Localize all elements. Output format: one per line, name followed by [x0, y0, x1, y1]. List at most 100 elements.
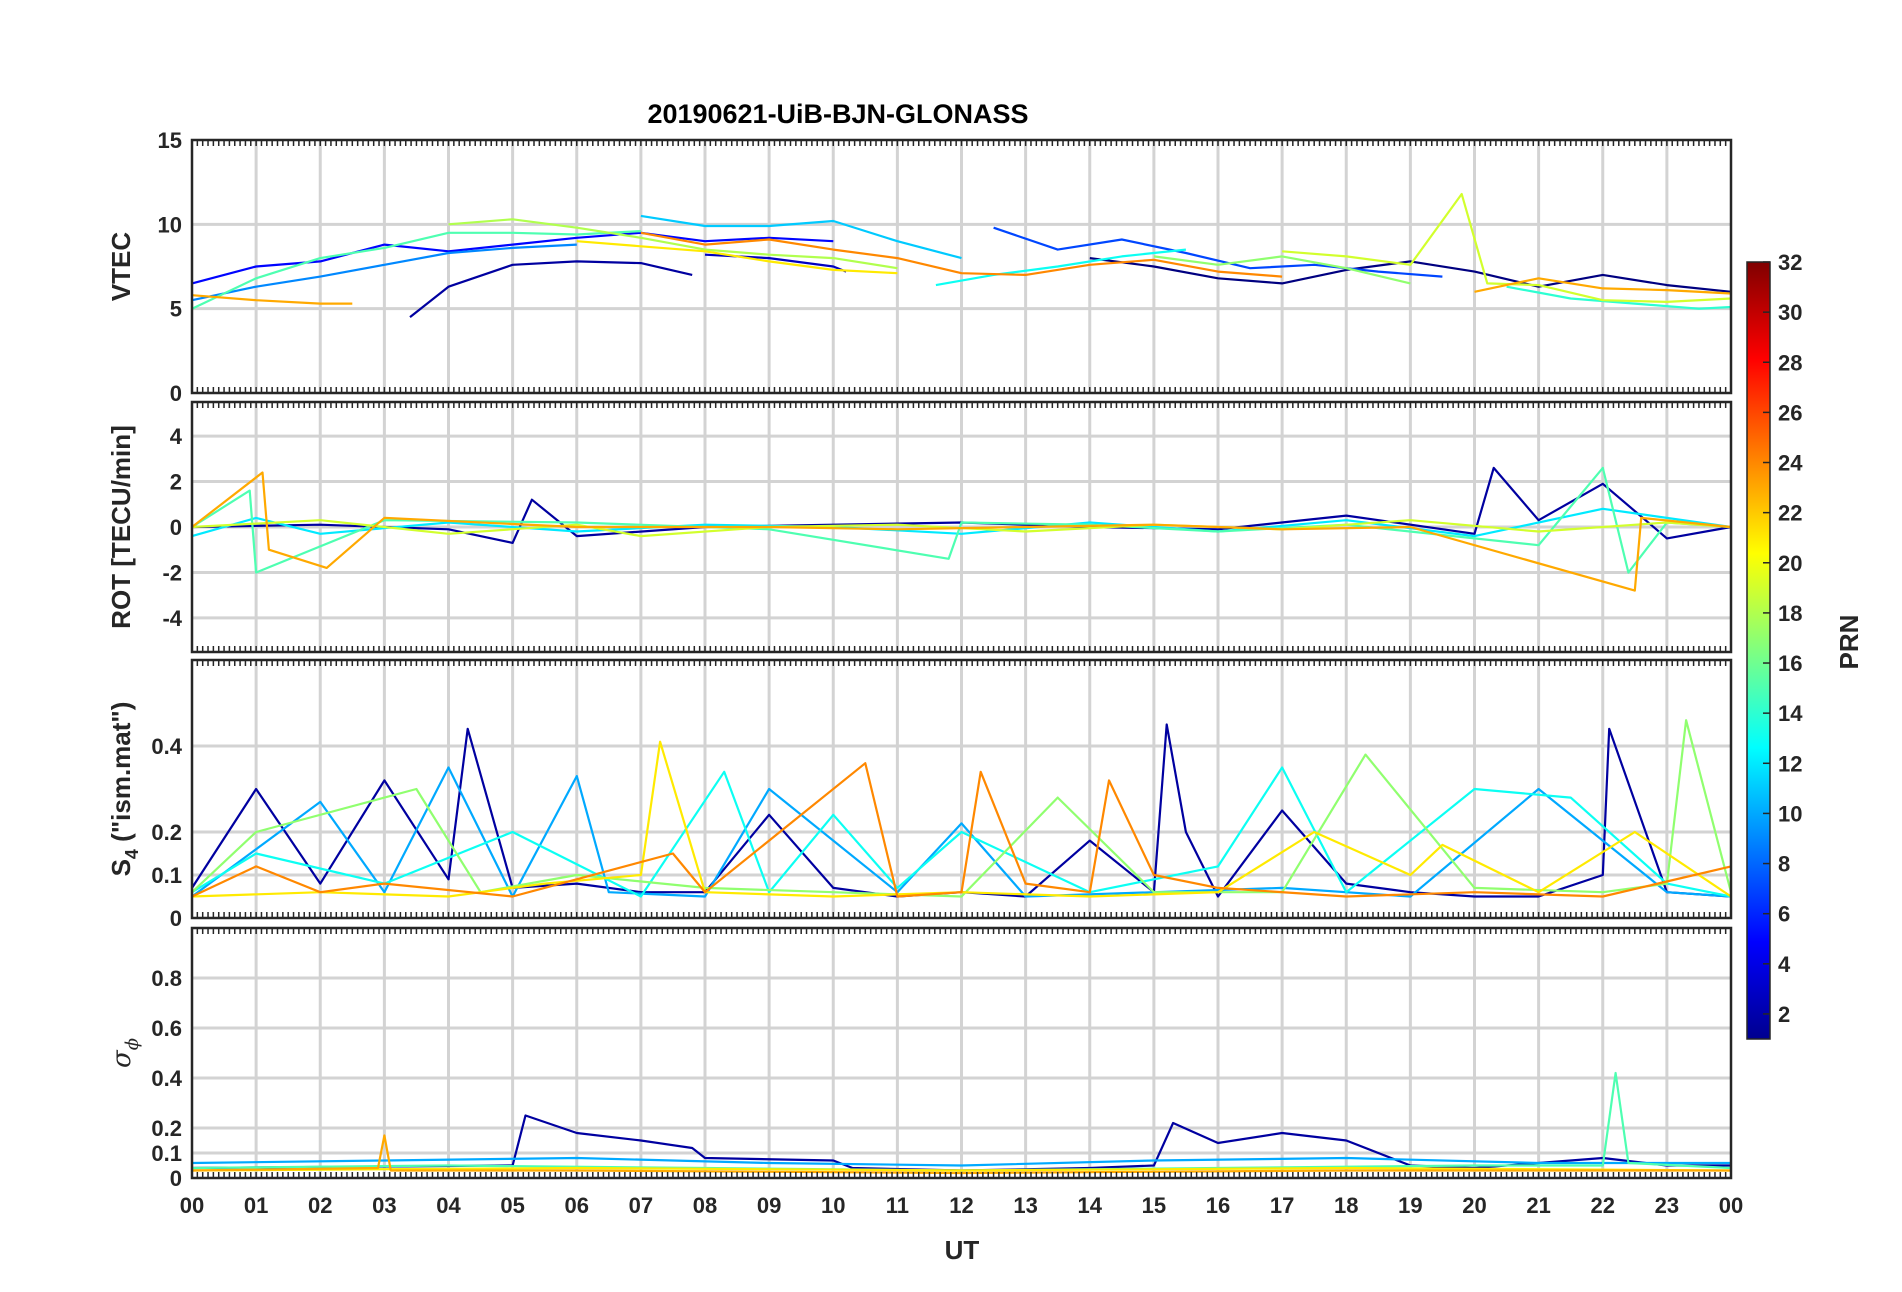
colorbar-tick-label: 6 — [1778, 902, 1790, 927]
y-tick-label: 0.8 — [151, 966, 182, 991]
y-axis-label: ROT [TECU/min] — [106, 425, 136, 629]
chart-title: 20190621-UiB-BJN-GLONASS — [647, 99, 1028, 129]
x-tick-label: 11 — [886, 1193, 909, 1218]
series-line-prn-13 — [935, 248, 1187, 287]
x-tick-label: 03 — [372, 1193, 396, 1218]
panel-1: 0 5 10 15 VTEC — [106, 128, 1733, 406]
x-tick-label: 22 — [1591, 1193, 1615, 1218]
y-tick-label: 0.4 — [151, 734, 182, 759]
series-line-prn-15 — [191, 466, 1732, 574]
panel-frame — [190, 658, 1733, 920]
x-tick-label: 12 — [949, 1193, 973, 1218]
series-line-prn-23 — [191, 294, 353, 305]
y-tick-label: 0.6 — [151, 1016, 182, 1041]
colorbar-tick-label: 10 — [1778, 801, 1802, 826]
x-tick-label: 02 — [308, 1193, 332, 1218]
colorbar-tick-label: 20 — [1778, 551, 1802, 576]
colorbar-tick-label: 24 — [1778, 451, 1803, 476]
y-axis-label: σϕ — [107, 1038, 143, 1068]
x-axis: 00 01 02 03 04 05 06 07 08 09 10 11 12 13 14 15 16 17 18 19… — [180, 1193, 1743, 1218]
colorbar-tick-label: 26 — [1778, 400, 1802, 425]
x-tick-label: 01 — [244, 1193, 268, 1218]
x-tick-label: 09 — [757, 1193, 781, 1218]
y-tick-label: 0 — [170, 906, 182, 931]
x-tick-label: 18 — [1334, 1193, 1358, 1218]
x-tick-label: 07 — [629, 1193, 653, 1218]
colorbar-tick-label: 8 — [1778, 852, 1790, 877]
series-line-prn-21 — [576, 240, 898, 275]
panel-2: -4 -2 0 2 4 ROT [TECU/min] — [106, 400, 1733, 654]
series-line-prn-14 — [1506, 285, 1732, 310]
y-tick-label: 4 — [170, 424, 183, 449]
x-tick-label: 05 — [500, 1193, 524, 1218]
x-tick-label: 00 — [1719, 1193, 1743, 1218]
y-tick-label: 0 — [170, 1166, 182, 1191]
colorbar-tick-label: 22 — [1778, 501, 1802, 526]
x-tick-label: 16 — [1206, 1193, 1230, 1218]
series-line-prn-11 — [640, 214, 962, 260]
x-tick-label: 23 — [1655, 1193, 1679, 1218]
y-tick-label: 15 — [158, 128, 182, 153]
series-line-prn-2 — [191, 1114, 1731, 1172]
series-line-prn-18 — [448, 218, 898, 270]
series-line-prn-19 — [1282, 192, 1732, 303]
colorbar-tick-label: 4 — [1778, 952, 1791, 977]
x-tick-label: 14 — [1078, 1193, 1103, 1218]
series-line-prn-7 — [993, 226, 1443, 278]
series-line-prn-9 — [191, 243, 577, 302]
y-tick-label: 0 — [170, 381, 182, 406]
y-tick-label: 0.1 — [151, 1141, 182, 1166]
y-tick-label: 0 — [170, 515, 182, 540]
series-line-prn-10 — [191, 1156, 1731, 1167]
series-group — [191, 192, 1732, 318]
colorbar-tick-label: 12 — [1778, 751, 1802, 776]
colorbar-tick-label: 18 — [1778, 601, 1802, 626]
panel-4: 00.10.2 0.4 0.6 0.8 σϕ — [107, 926, 1733, 1191]
series-line-prn-23 — [1474, 277, 1732, 295]
colorbar-tick-label: 14 — [1778, 701, 1803, 726]
series-group — [191, 719, 1733, 898]
series-line-prn-13 — [191, 766, 1732, 898]
x-tick-label: 00 — [180, 1193, 204, 1218]
series-line-prn-2 — [191, 466, 1732, 545]
colorbar-tick-label: 30 — [1778, 300, 1802, 325]
series-line-prn-10 — [191, 766, 1732, 898]
colorbar-tick-label: 32 — [1778, 250, 1802, 275]
y-tick-label: 2 — [170, 470, 182, 495]
colorbar-tick-label: 16 — [1778, 651, 1802, 676]
x-tick-label: 15 — [1142, 1193, 1166, 1218]
panel-3: 0 0.1 0.2 0.4 S4 ("ism.mat") — [106, 658, 1733, 931]
series-group — [191, 466, 1732, 592]
x-tick-label: 19 — [1398, 1193, 1422, 1218]
series-line-prn-17 — [1153, 255, 1411, 285]
x-tick-label: 17 — [1270, 1193, 1294, 1218]
series-line-prn-15 — [191, 230, 641, 310]
series-line-prn-2 — [409, 260, 693, 318]
x-tick-label: 13 — [1013, 1193, 1037, 1218]
x-tick-label: 10 — [821, 1193, 845, 1218]
y-tick-label: 10 — [158, 212, 182, 237]
series-line-prn-21 — [191, 1166, 1732, 1172]
series-line-prn-24 — [640, 231, 1283, 278]
y-tick-label: 0.1 — [151, 863, 182, 888]
series-line-prn-5 — [191, 231, 834, 285]
panel-frame — [190, 138, 1733, 395]
series-line-prn-23 — [191, 1134, 1731, 1175]
colorbar-tick-label: 2 — [1778, 1002, 1790, 1027]
y-tick-label: -4 — [162, 606, 182, 631]
y-tick-label: 0.2 — [151, 820, 182, 845]
x-tick-label: 20 — [1462, 1193, 1486, 1218]
y-tick-label: -2 — [162, 560, 182, 585]
x-tick-label: 04 — [436, 1193, 461, 1218]
x-tick-label: 21 — [1526, 1193, 1550, 1218]
y-axis-label: S4 ("ism.mat") — [106, 702, 142, 877]
y-tick-label: 5 — [170, 297, 182, 322]
panel-frame — [190, 926, 1733, 1180]
series-line-prn-24 — [191, 762, 1732, 898]
panel-frame — [190, 400, 1733, 654]
y-tick-label: 0.2 — [151, 1116, 182, 1141]
series-line-prn-1 — [1089, 257, 1732, 293]
